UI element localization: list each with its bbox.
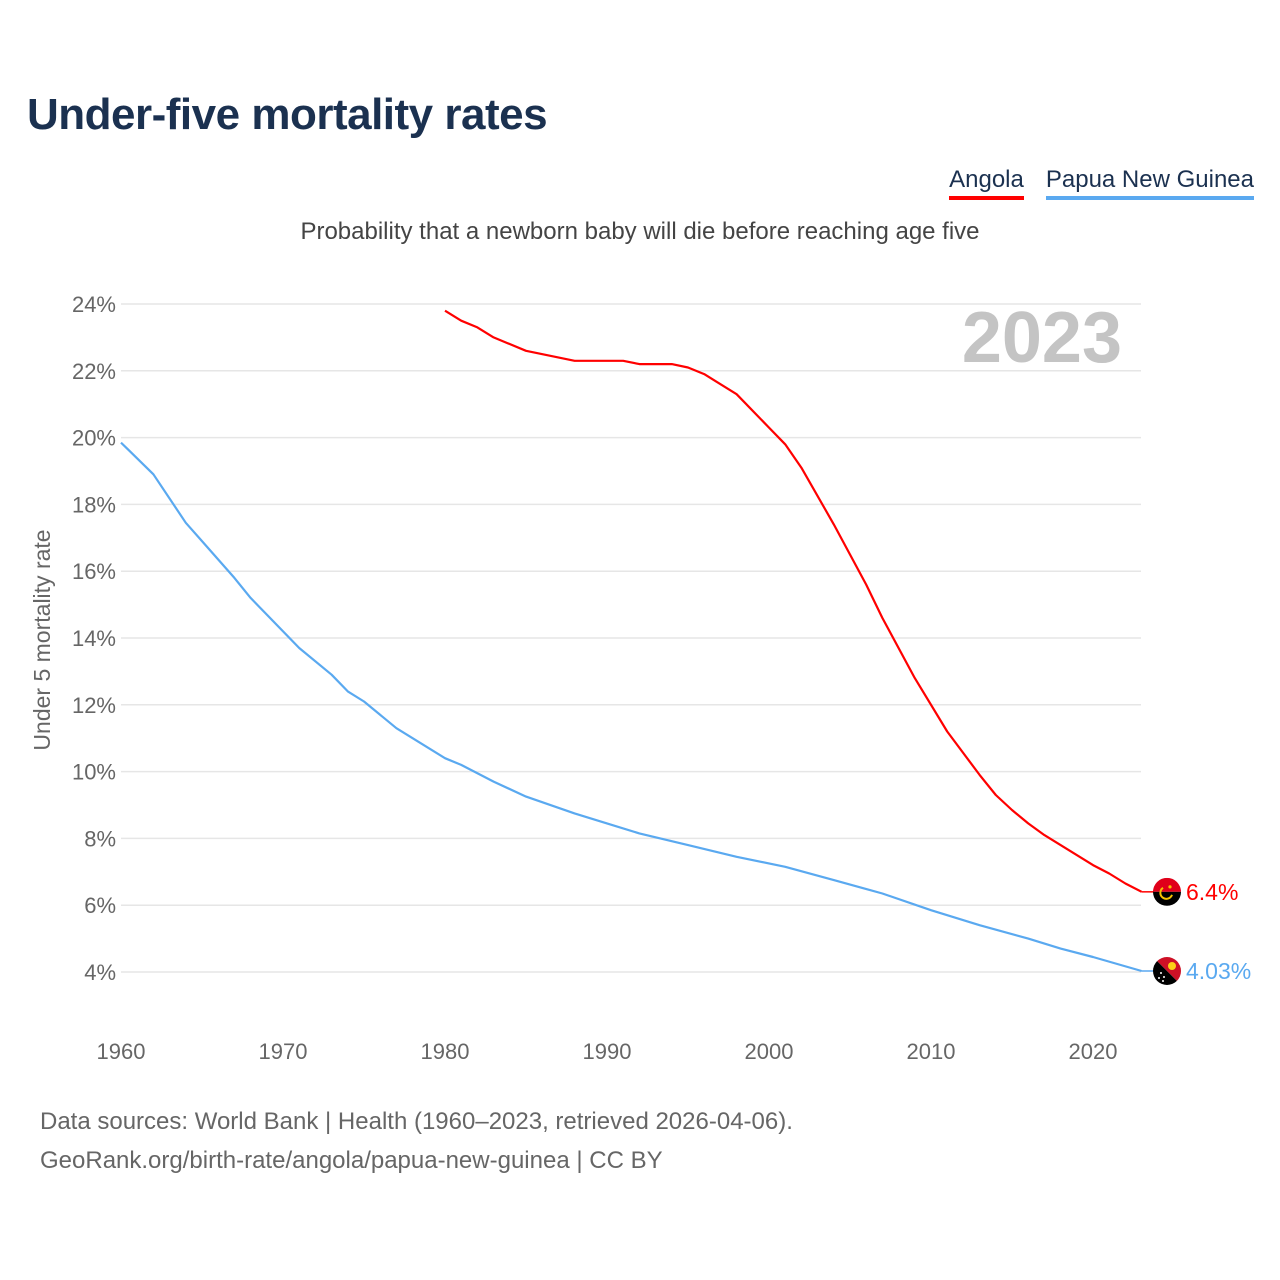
y-tick-label: 10% <box>72 760 116 785</box>
papua-new-guinea-flag-icon <box>1153 956 1181 985</box>
data-source-text: Data sources: World Bank | Health (1960–… <box>40 1108 793 1135</box>
y-tick-label: 4% <box>84 960 116 985</box>
y-tick-label: 12% <box>72 693 116 718</box>
source-link[interactable]: GeoRank.org/birth-rate/angola/papua-new-… <box>40 1147 663 1174</box>
series-line-angola <box>444 309 1143 893</box>
x-tick-label: 1970 <box>259 1039 308 1064</box>
y-tick-label: 16% <box>72 559 116 584</box>
x-tick-label: 2020 <box>1069 1039 1118 1064</box>
y-tick-label: 22% <box>72 359 116 384</box>
legend-item-papua-new-guinea[interactable]: Papua New Guinea <box>1045 166 1254 200</box>
chart-title: Under-five mortality rates <box>27 90 548 139</box>
x-tick-label: 2000 <box>745 1039 794 1064</box>
legend: Angola Papua New Guinea <box>949 166 1254 200</box>
y-tick-label: 24% <box>72 292 116 317</box>
y-tick-label: 18% <box>72 492 116 517</box>
y-axis-label: Under 5 mortality rate <box>29 529 55 750</box>
legend-item-angola[interactable]: Angola <box>949 166 1024 200</box>
x-tick-label: 1990 <box>583 1039 632 1064</box>
end-value-label: 4.03% <box>1186 958 1251 984</box>
chart-subtitle: Probability that a newborn baby will die… <box>300 218 980 245</box>
x-tick-label: 1960 <box>97 1039 146 1064</box>
x-tick-label: 1980 <box>421 1039 470 1064</box>
y-tick-label: 6% <box>84 893 116 918</box>
y-tick-label: 14% <box>72 626 116 651</box>
x-tick-label: 2010 <box>907 1039 956 1064</box>
y-tick-label: 8% <box>84 826 116 851</box>
y-tick-label: 20% <box>72 426 116 451</box>
year-watermark: 2023 <box>962 298 1122 378</box>
angola-flag-icon <box>1153 877 1181 906</box>
end-value-label: 6.4% <box>1186 879 1238 905</box>
series-line-papua-new-guinea <box>120 441 1142 973</box>
